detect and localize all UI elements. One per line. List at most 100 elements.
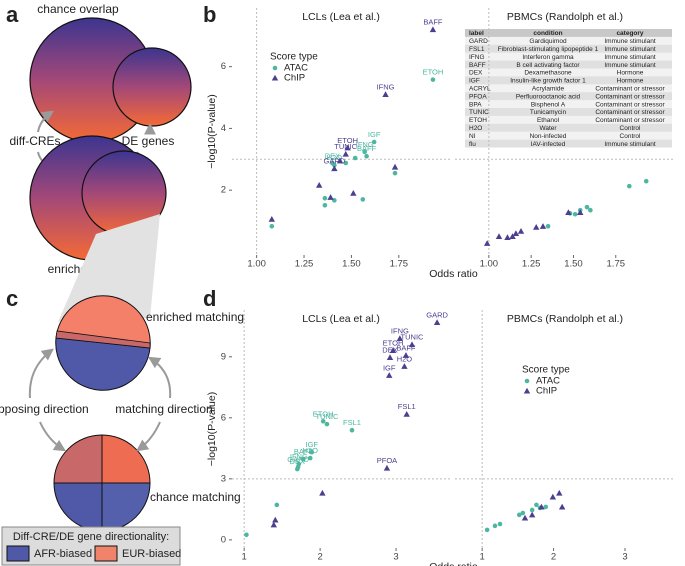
chart-title: LCLs (Lea et al.): [302, 11, 380, 23]
table-cell: B cell activating factor: [516, 62, 580, 69]
point: [342, 150, 349, 157]
venn-circle: [112, 47, 192, 127]
table-cell: Contaminant or stressor: [595, 101, 665, 108]
point: [349, 427, 355, 433]
point: [272, 516, 279, 523]
venn-label: diff-CREs: [9, 134, 60, 148]
point-label: BAFF: [396, 343, 416, 352]
point: [509, 233, 516, 240]
table-cell: Contaminant or stressor: [595, 93, 665, 100]
pie-slice: [55, 337, 151, 391]
point: [492, 523, 498, 529]
table-cell: Control: [620, 125, 642, 132]
panel-label: b: [203, 2, 216, 27]
legend-label: ATAC: [536, 376, 560, 387]
panel-label: c: [6, 286, 18, 311]
point: [572, 211, 578, 217]
point-label: FSL1: [343, 418, 361, 427]
x-tick-label: 2: [317, 552, 322, 563]
legend-label: ChIP: [284, 73, 305, 84]
point-label: TUNIC: [401, 333, 424, 342]
point-label: TUNIC: [334, 142, 357, 151]
point: [539, 223, 547, 229]
legend-box: [1, 526, 181, 566]
point: [383, 464, 391, 471]
point: [433, 319, 441, 325]
y-tick-label: 6: [221, 61, 226, 72]
point: [336, 157, 344, 164]
point: [319, 489, 326, 496]
point: [389, 347, 397, 354]
point: [360, 197, 366, 202]
point: [543, 504, 549, 510]
point: [344, 144, 351, 151]
table-cell: Acrylamide: [532, 85, 565, 92]
table-cell: IGF: [469, 78, 480, 85]
table-cell: Immune stimulant: [604, 46, 655, 53]
point-label: BAFF: [294, 447, 314, 456]
point: [402, 352, 410, 358]
table-cell: TUNIC: [469, 109, 489, 116]
arrow: [136, 421, 161, 452]
chart-title: PBMCs (Randolph et al.): [507, 11, 623, 23]
x-tick-label: 3: [622, 552, 627, 563]
point: [565, 209, 572, 215]
point-label: FSL1: [398, 402, 416, 411]
point: [545, 223, 551, 229]
table-cell: Perfluorooctanoic acid: [516, 93, 581, 100]
point-label: BAFF: [357, 144, 377, 153]
point: [549, 493, 557, 500]
point: [382, 91, 389, 98]
x-tick-label: 1.50: [564, 259, 583, 270]
point-label: TUNIC: [315, 412, 338, 421]
table-row-bg: [465, 60, 672, 69]
point-label: IGF: [306, 440, 319, 449]
pie-label: chance matching: [150, 490, 241, 504]
point: [301, 456, 306, 462]
point: [430, 77, 436, 82]
point: [512, 230, 520, 236]
legend-label: ATAC: [284, 63, 308, 74]
table-cell: IAV-infected: [531, 141, 566, 148]
panel-label: d: [203, 286, 216, 311]
point: [274, 502, 280, 508]
point-label: BAFF: [423, 18, 443, 27]
table-cell: Dexamethasone: [524, 70, 572, 77]
table-row-bg: [465, 108, 672, 116]
table-cell: Hormone: [617, 70, 644, 77]
table-cell: Bisphenol A: [531, 101, 566, 108]
point: [268, 215, 276, 222]
point: [584, 204, 590, 210]
table-cell: Insulin-like growth factor 1: [510, 78, 586, 85]
point-label: IFNG: [391, 326, 409, 335]
point: [504, 234, 511, 240]
point: [408, 341, 416, 348]
point-label: PFOA: [377, 456, 397, 465]
table-header: category: [616, 30, 643, 37]
pie-label: opposing direction: [0, 402, 89, 416]
table-cell: PFOA: [469, 93, 487, 100]
point: [295, 466, 300, 472]
legend-title: Diff-CRE/DE gene directionality:: [13, 531, 169, 543]
point: [320, 418, 326, 424]
point-label: DEX: [290, 457, 305, 466]
point: [520, 510, 526, 516]
point: [401, 363, 408, 369]
pie-slice: [101, 482, 151, 532]
table-cell: BPA: [469, 101, 482, 108]
table-cell: Contaminant or stressor: [595, 109, 665, 116]
point: [403, 410, 410, 417]
point-label: H2O: [303, 446, 319, 455]
point: [556, 489, 563, 496]
table-cell: Immune stimulant: [604, 62, 655, 69]
table-row-bg: [465, 123, 672, 132]
table-cell: BAFF: [469, 62, 486, 69]
point: [517, 228, 525, 234]
point: [391, 163, 399, 170]
y-tick-label: 3: [221, 473, 226, 484]
point: [331, 165, 338, 172]
chart-title: PBMCs (Randolph et al.): [507, 313, 623, 325]
table-cell: Fibroblast-stimulating lipopeptide 1: [498, 46, 599, 53]
y-tick-label: 6: [221, 412, 226, 423]
